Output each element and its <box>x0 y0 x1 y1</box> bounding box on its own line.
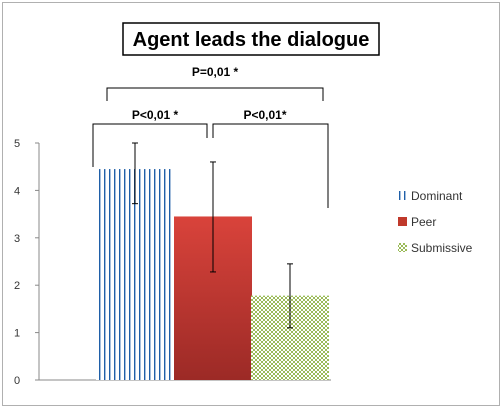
bar-dominant <box>96 169 174 380</box>
legend-label: Peer <box>411 215 436 229</box>
error-bar-submissive <box>287 263 293 329</box>
y-tick-label: 1 <box>14 328 20 340</box>
significance-annotations: P<0,01 * P<0,01* P=0,01 * <box>92 65 329 208</box>
bar-chart: Agent leads the dialogue 0 1 2 3 4 5 P<0,01 *… <box>14 22 473 387</box>
chart-frame: Agent leads the dialogue 0 1 2 3 4 5 P<0,01 *… <box>2 2 500 406</box>
plot-area: 0 1 2 3 4 5 <box>14 138 331 387</box>
y-tick-label: 3 <box>14 233 20 245</box>
legend-label: Submissive <box>411 241 473 255</box>
significance-bracket: P<0,01 * <box>92 108 208 167</box>
legend-swatch <box>398 243 407 252</box>
chart-title-box: Agent leads the dialogue <box>122 22 380 56</box>
y-tick-label: 4 <box>14 185 20 197</box>
significance-bracket: P<0,01* <box>212 108 329 208</box>
y-tick-label: 2 <box>14 280 20 292</box>
legend-swatch <box>398 217 407 226</box>
error-bar-dominant <box>132 142 138 205</box>
legend-item-submissive: Submissive <box>398 241 473 255</box>
y-tick-label: 5 <box>14 138 20 150</box>
y-tick-label: 0 <box>14 375 20 387</box>
legend-swatch <box>398 191 407 200</box>
significance-label: P<0,01 * <box>132 108 179 122</box>
legend: Dominant Peer Submissive <box>398 189 473 255</box>
legend-label: Dominant <box>411 189 463 203</box>
significance-bracket: P=0,01 * <box>106 65 324 101</box>
legend-item-dominant: Dominant <box>398 189 463 203</box>
chart-title: Agent leads the dialogue <box>133 29 370 51</box>
significance-label: P<0,01* <box>243 108 286 122</box>
significance-label: P=0,01 * <box>192 65 239 79</box>
legend-item-peer: Peer <box>398 215 436 229</box>
error-bar-peer <box>210 161 216 273</box>
